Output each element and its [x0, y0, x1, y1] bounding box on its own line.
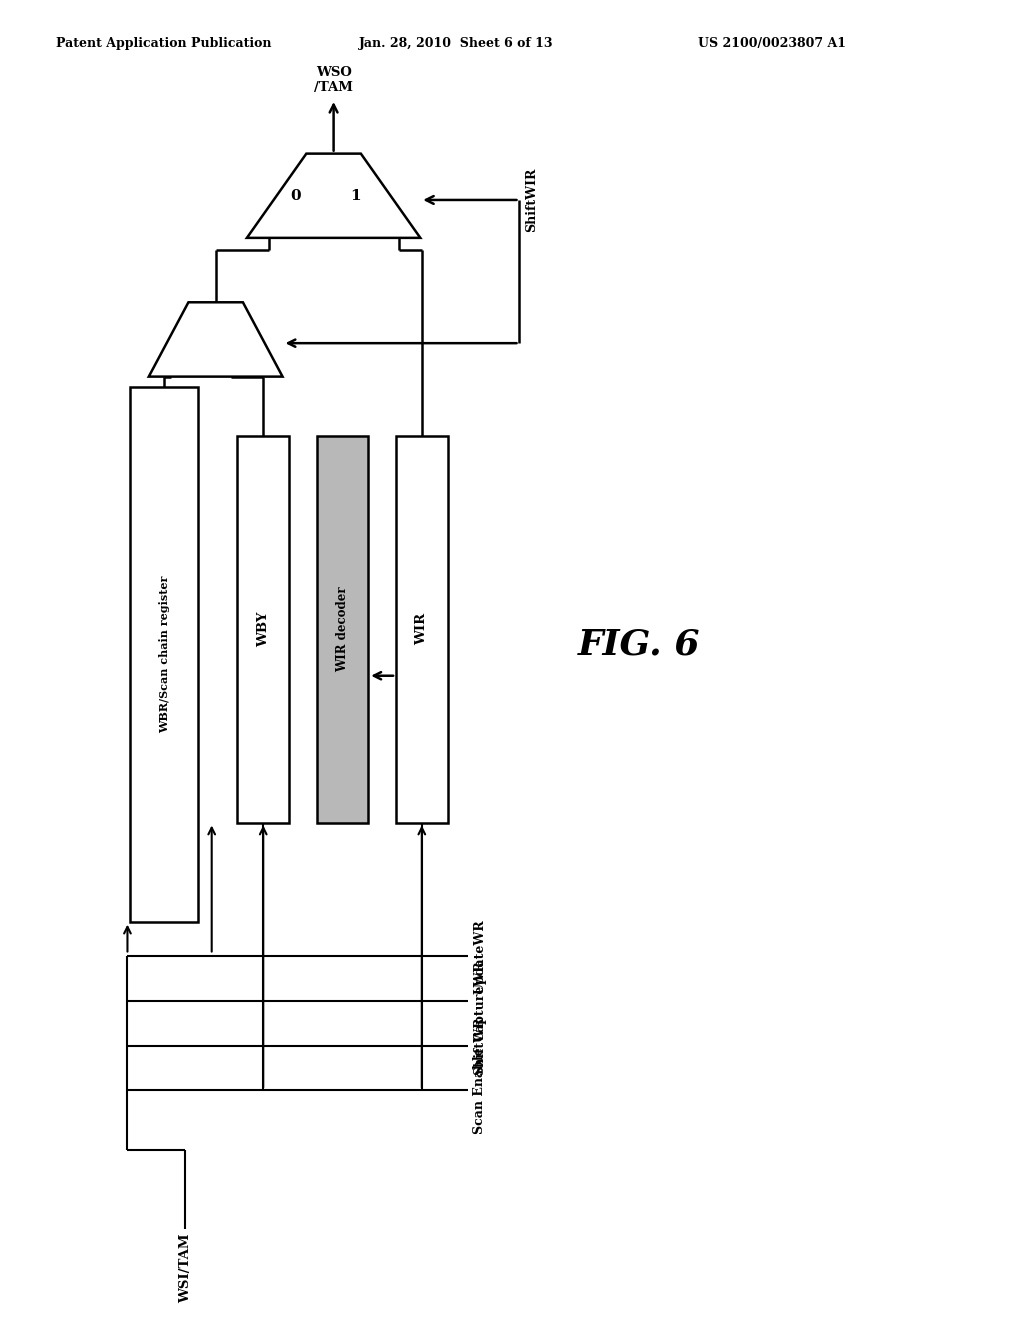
Text: Scan Enable: Scan Enable — [473, 1047, 486, 1134]
Text: WBY: WBY — [257, 611, 269, 647]
Polygon shape — [148, 302, 283, 376]
Text: 1: 1 — [350, 189, 360, 203]
Polygon shape — [247, 153, 420, 238]
Text: WIR: WIR — [416, 614, 428, 645]
Bar — [396, 436, 447, 822]
Text: 0: 0 — [291, 189, 301, 203]
Text: WIR decoder: WIR decoder — [336, 586, 349, 672]
Text: WSO
/TAM: WSO /TAM — [314, 66, 353, 94]
Text: FIG. 6: FIG. 6 — [578, 627, 700, 661]
Text: WSI/TAM: WSI/TAM — [179, 1234, 191, 1303]
Text: CaptureWR: CaptureWR — [473, 961, 486, 1041]
Text: ShiftWR: ShiftWR — [473, 1016, 486, 1074]
Text: Jan. 28, 2010  Sheet 6 of 13: Jan. 28, 2010 Sheet 6 of 13 — [359, 37, 554, 50]
Text: ShiftWIR: ShiftWIR — [525, 168, 539, 232]
Bar — [130, 387, 198, 921]
Text: US 2100/0023807 A1: US 2100/0023807 A1 — [698, 37, 846, 50]
Text: UpdateWR: UpdateWR — [473, 919, 486, 994]
Text: Patent Application Publication: Patent Application Publication — [56, 37, 271, 50]
Text: WBR/Scan chain register: WBR/Scan chain register — [159, 576, 170, 733]
Bar — [238, 436, 289, 822]
Bar — [316, 436, 369, 822]
